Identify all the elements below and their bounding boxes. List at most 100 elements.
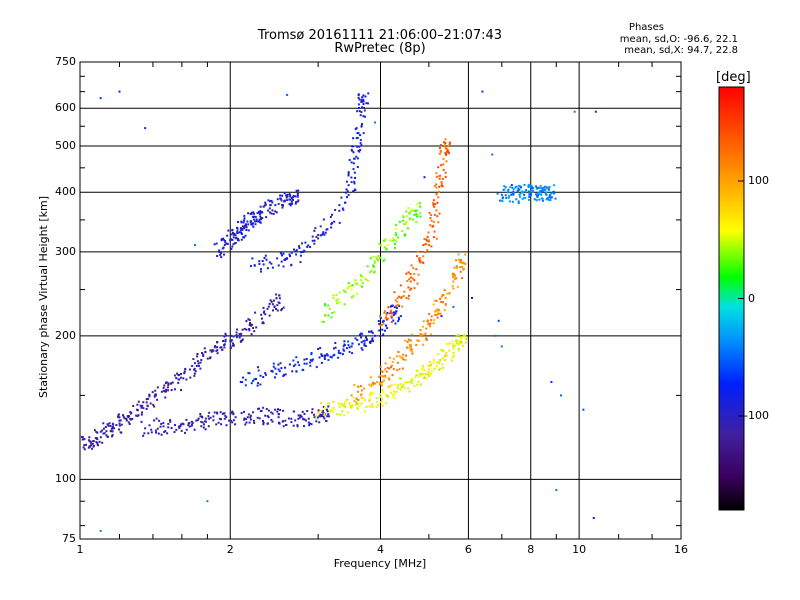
data-point bbox=[443, 289, 446, 292]
data-point bbox=[224, 414, 227, 417]
data-point bbox=[331, 213, 333, 216]
data-point bbox=[282, 375, 285, 377]
data-point bbox=[540, 189, 543, 192]
data-point bbox=[408, 278, 411, 281]
data-point bbox=[425, 243, 428, 246]
data-point bbox=[384, 368, 387, 371]
data-point bbox=[166, 386, 169, 389]
data-point bbox=[346, 196, 348, 199]
data-point bbox=[296, 194, 299, 197]
data-point bbox=[378, 329, 381, 332]
data-point bbox=[395, 355, 398, 358]
data-points bbox=[80, 90, 597, 532]
data-point bbox=[491, 153, 494, 156]
data-point bbox=[204, 350, 207, 353]
data-point bbox=[200, 420, 203, 423]
data-point bbox=[324, 304, 327, 307]
data-point bbox=[146, 405, 149, 408]
data-point bbox=[370, 403, 373, 406]
data-point bbox=[412, 218, 415, 221]
data-point bbox=[249, 220, 252, 223]
data-point bbox=[410, 287, 413, 290]
data-point bbox=[250, 382, 253, 385]
data-point bbox=[249, 416, 252, 419]
data-point bbox=[424, 251, 427, 254]
data-point bbox=[421, 373, 424, 376]
data-point bbox=[148, 424, 151, 427]
data-point bbox=[152, 403, 155, 406]
data-point bbox=[316, 416, 319, 419]
data-point bbox=[392, 237, 394, 240]
data-point bbox=[249, 418, 252, 421]
data-point bbox=[512, 188, 515, 191]
data-point bbox=[318, 421, 321, 424]
data-point bbox=[298, 364, 301, 367]
data-point bbox=[90, 444, 92, 447]
data-point bbox=[195, 419, 198, 422]
data-point bbox=[122, 414, 124, 417]
data-point bbox=[373, 382, 376, 385]
data-point bbox=[142, 434, 145, 437]
data-point bbox=[386, 366, 389, 369]
data-point bbox=[387, 386, 390, 389]
data-point bbox=[232, 233, 235, 236]
data-point bbox=[244, 378, 247, 381]
data-point bbox=[297, 199, 300, 202]
data-point bbox=[201, 421, 204, 424]
data-point bbox=[552, 191, 555, 194]
data-point bbox=[409, 339, 412, 342]
data-point bbox=[436, 361, 439, 364]
data-point bbox=[263, 257, 266, 259]
data-point bbox=[352, 168, 355, 171]
data-point bbox=[433, 230, 436, 233]
data-point bbox=[230, 247, 233, 250]
data-point bbox=[232, 419, 235, 422]
data-point bbox=[240, 233, 243, 235]
data-point bbox=[386, 243, 389, 246]
data-point bbox=[142, 407, 145, 410]
data-point bbox=[247, 318, 250, 321]
data-point bbox=[448, 143, 451, 146]
data-point bbox=[237, 237, 239, 240]
data-point bbox=[440, 300, 442, 303]
data-point bbox=[191, 423, 193, 426]
data-point bbox=[123, 417, 126, 420]
data-point bbox=[362, 340, 365, 343]
data-point bbox=[383, 258, 386, 261]
data-point bbox=[231, 229, 234, 232]
data-point bbox=[528, 193, 531, 196]
data-point bbox=[442, 294, 445, 297]
data-point bbox=[401, 230, 404, 232]
data-point bbox=[347, 184, 350, 187]
data-point bbox=[540, 193, 543, 196]
data-point bbox=[396, 386, 399, 389]
data-point bbox=[185, 378, 188, 381]
data-point bbox=[332, 297, 335, 300]
data-point bbox=[410, 350, 413, 353]
data-point bbox=[555, 489, 558, 491]
data-point bbox=[426, 319, 429, 322]
data-point bbox=[418, 202, 421, 205]
data-point bbox=[225, 334, 228, 337]
data-point bbox=[382, 259, 385, 262]
data-point bbox=[356, 157, 359, 160]
data-point bbox=[501, 199, 504, 202]
data-point bbox=[347, 411, 349, 414]
data-point bbox=[370, 392, 373, 395]
data-point bbox=[324, 406, 327, 409]
data-point bbox=[348, 350, 351, 353]
data-point bbox=[343, 303, 346, 306]
data-point bbox=[280, 367, 283, 370]
data-point bbox=[174, 424, 176, 427]
data-point bbox=[510, 193, 513, 196]
data-point bbox=[443, 309, 446, 312]
data-point bbox=[419, 212, 422, 215]
data-point bbox=[81, 438, 84, 441]
data-point bbox=[425, 377, 428, 380]
data-point bbox=[415, 268, 418, 271]
data-point bbox=[427, 240, 430, 243]
data-point bbox=[393, 392, 396, 395]
data-point bbox=[361, 123, 363, 125]
data-point bbox=[189, 376, 192, 379]
data-point bbox=[356, 339, 359, 341]
